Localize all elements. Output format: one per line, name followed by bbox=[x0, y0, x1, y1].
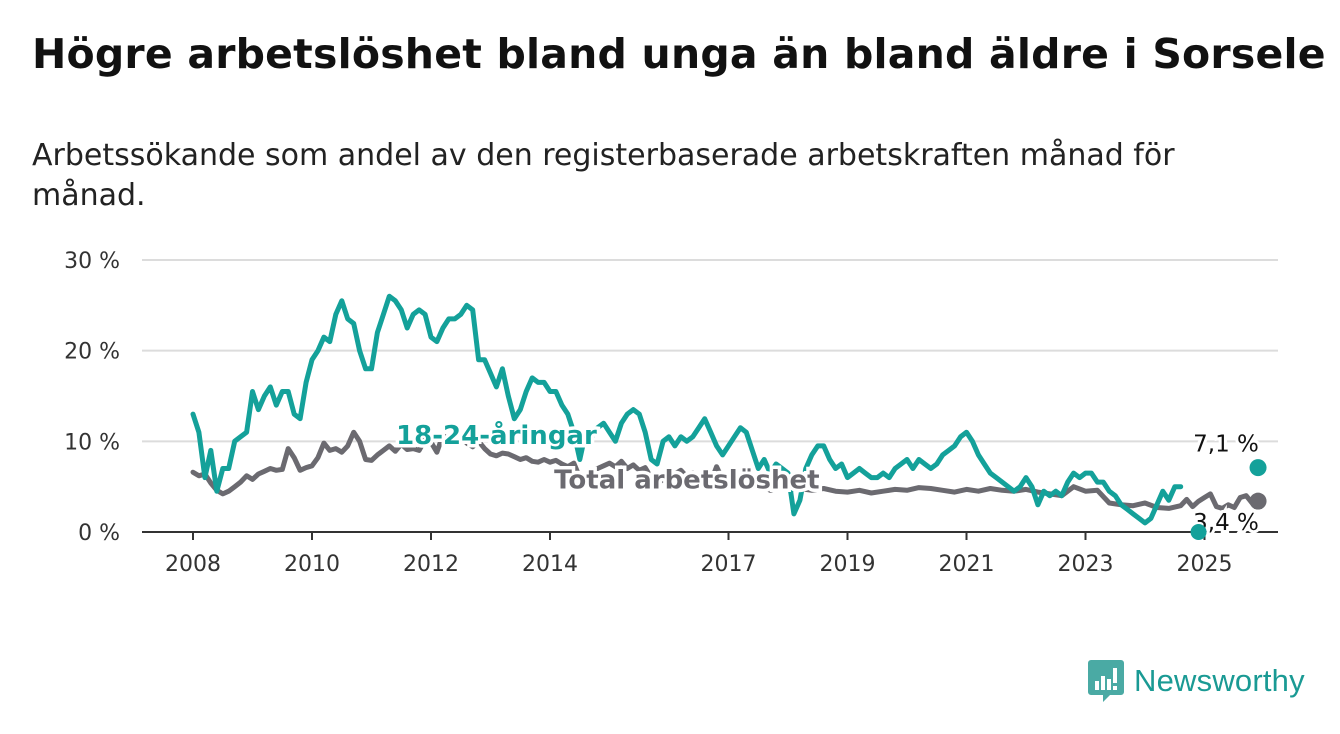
x-tick-label: 2021 bbox=[939, 552, 995, 577]
x-tick-label: 2010 bbox=[284, 552, 340, 577]
series-lines bbox=[190, 293, 1255, 526]
y-tick-label: 0 % bbox=[78, 521, 120, 546]
series-end-label: 3,4 % bbox=[1193, 510, 1259, 536]
grid-lines bbox=[142, 259, 1278, 533]
series-line bbox=[190, 293, 1184, 526]
series-end-markers: 3,4 % 7,1 % bbox=[1190, 429, 1267, 540]
series-end-label: 7,1 % bbox=[1193, 432, 1259, 458]
x-tick-label: 2019 bbox=[820, 552, 876, 577]
chart-subtitle: Arbetssökande som andel av den registerb… bbox=[32, 138, 1175, 213]
x-tick-label: 2023 bbox=[1058, 552, 1114, 577]
series-end-point bbox=[1249, 492, 1267, 510]
y-axis: 0 % 10 % 20 % 30 % bbox=[64, 249, 120, 546]
x-axis: 2008 2010 2012 2014 2017 2019 2021 2023 2025 bbox=[165, 532, 1233, 577]
brand-name: Newsworthy bbox=[1134, 663, 1305, 698]
series-point bbox=[1190, 524, 1207, 540]
chart-title: Högre arbetslöshet bland unga än bland ä… bbox=[32, 30, 1326, 78]
series-label: Total arbetslöshet bbox=[554, 465, 819, 495]
y-tick-label: 10 % bbox=[64, 430, 120, 455]
series-label: 18-24-åringar bbox=[396, 419, 597, 451]
x-tick-label: 2008 bbox=[165, 552, 221, 577]
x-tick-label: 2025 bbox=[1177, 552, 1233, 577]
x-tick-label: 2012 bbox=[403, 552, 459, 577]
newsworthy-logo-icon bbox=[1088, 660, 1124, 702]
y-tick-label: 20 % bbox=[64, 340, 120, 365]
series-end-point bbox=[1249, 459, 1267, 477]
x-tick-label: 2014 bbox=[522, 552, 578, 577]
x-tick-label: 2017 bbox=[701, 552, 757, 577]
y-tick-label: 30 % bbox=[64, 249, 120, 274]
brand-logo: Newsworthy bbox=[1088, 660, 1305, 702]
series-labels: Total arbetslöshet 18-24-åringar bbox=[393, 416, 823, 499]
